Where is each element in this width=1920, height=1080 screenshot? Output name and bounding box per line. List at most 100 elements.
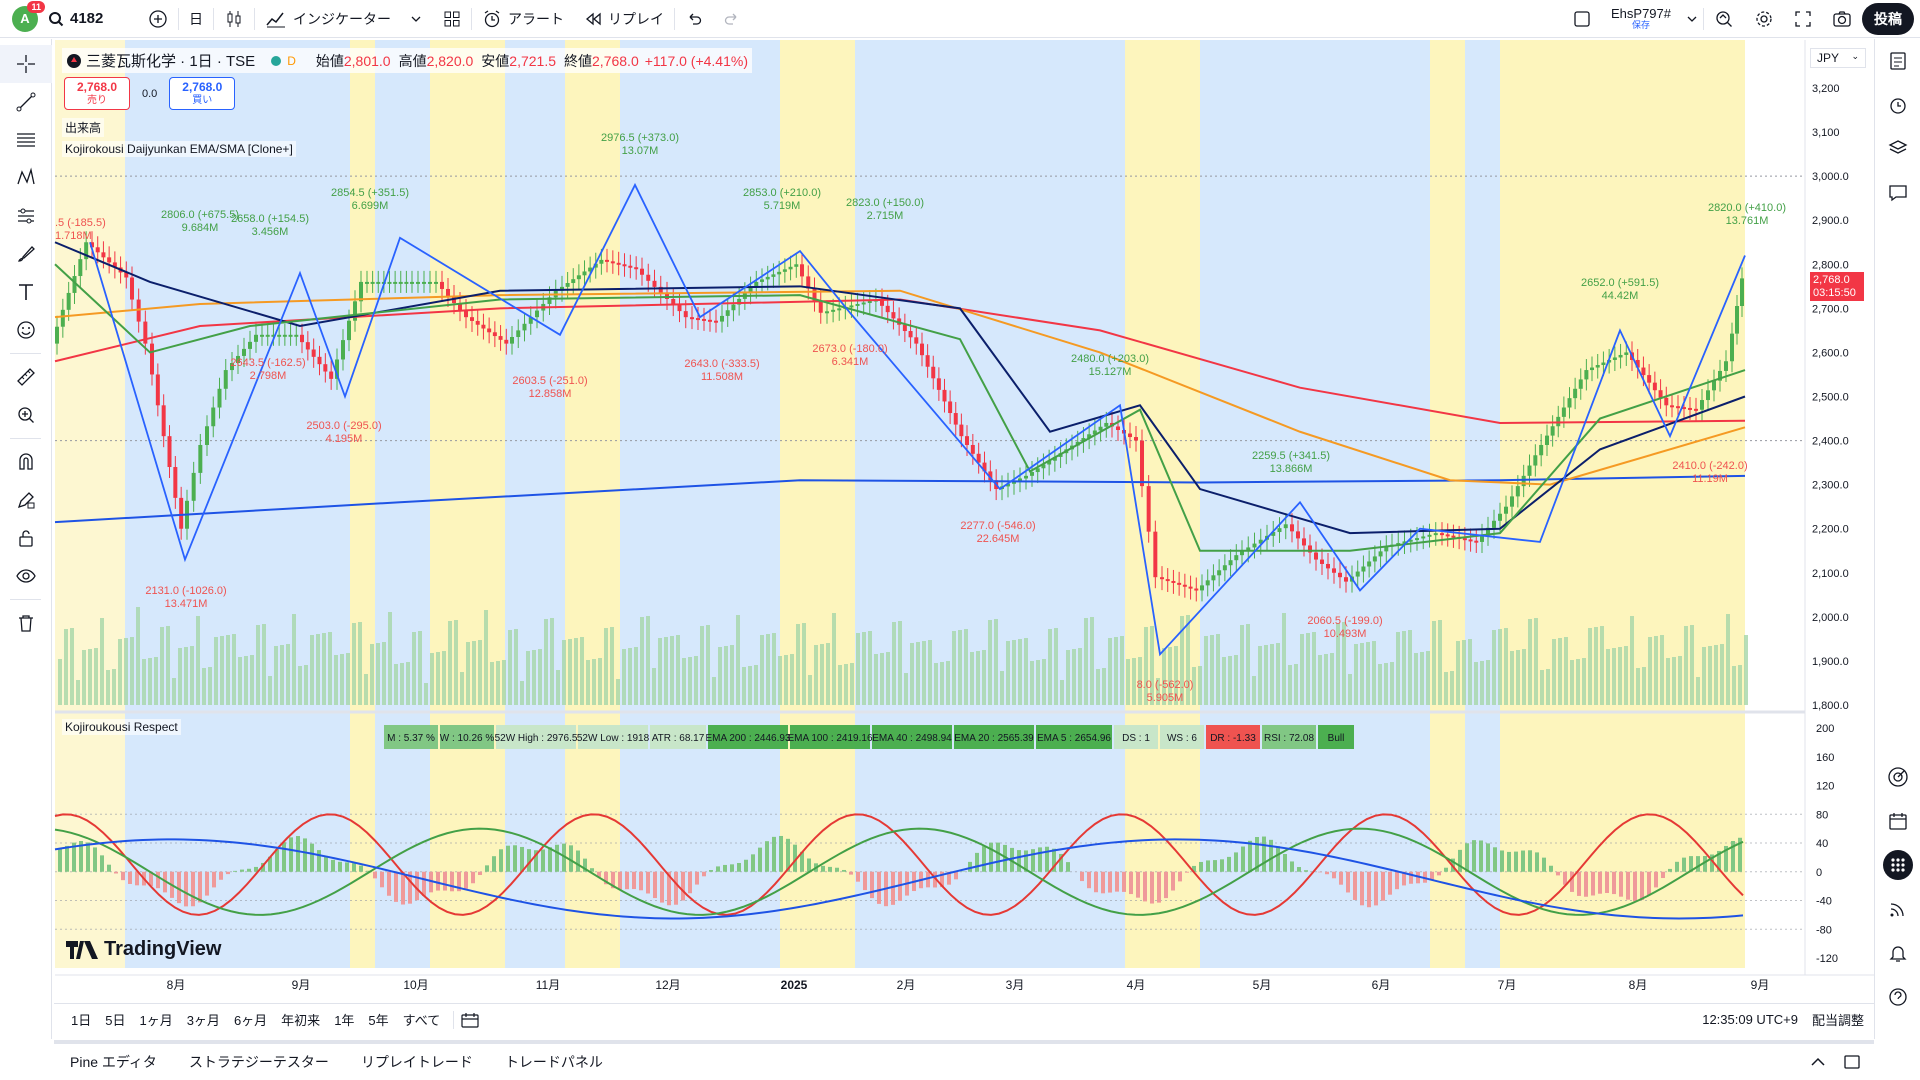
range-6m[interactable]: 6ヶ月 <box>233 1013 268 1028</box>
alerts-panel-button[interactable] <box>1875 83 1920 127</box>
volume-bar <box>1360 643 1364 705</box>
range-ytd[interactable]: 年初来 <box>281 1013 321 1028</box>
help-button[interactable] <box>1875 975 1920 1019</box>
compare-symbol-button[interactable] <box>138 0 178 38</box>
candle-body <box>1670 405 1674 408</box>
layout-dropdown[interactable] <box>1681 0 1703 38</box>
replay-button[interactable]: リプレイ <box>574 0 674 38</box>
products-button[interactable] <box>1875 843 1920 887</box>
candle-body <box>161 405 166 437</box>
candle-body <box>1234 555 1239 561</box>
user-avatar[interactable]: A 11 <box>12 0 45 32</box>
respect-indicator-label[interactable]: Kojiroukousi Respect <box>62 719 181 735</box>
symbol-title[interactable]: 三菱瓦斯化学 · 1日 · TSE <box>86 53 256 70</box>
candle-body <box>634 267 639 270</box>
osc-histogram-bar <box>898 871 902 901</box>
osc-histogram-bar <box>1682 857 1686 872</box>
layout-checkbox[interactable] <box>1563 0 1601 38</box>
sell-button[interactable]: 2,768.0 売り <box>64 77 130 110</box>
adjust-dividends-toggle[interactable]: 配当調整 <box>1811 1013 1864 1028</box>
chats-button[interactable] <box>1875 171 1920 215</box>
redo-button[interactable] <box>713 0 751 38</box>
ideas-button[interactable] <box>1875 755 1920 799</box>
volume-bar <box>1438 620 1442 705</box>
symbol-search-button[interactable]: 4182 <box>38 0 138 38</box>
price-axis-tick: 1,800.0 <box>1812 700 1849 712</box>
pattern-tool[interactable] <box>0 159 52 197</box>
crosshair-tool[interactable] <box>0 45 52 83</box>
clock[interactable]: 12:35:09 UTC+9 <box>1702 1012 1798 1027</box>
publish-button[interactable]: 投稿 <box>1862 2 1914 35</box>
osc-histogram-bar <box>1255 836 1259 872</box>
price-chart[interactable]: 3,2003,1003,000.02,900.02,800.02,700.02,… <box>0 0 1920 1000</box>
candle-body <box>1372 556 1377 562</box>
range-3m[interactable]: 3ヶ月 <box>186 1013 220 1028</box>
chevron-up-icon[interactable] <box>1808 1052 1828 1072</box>
tab-pine-editor[interactable]: Pine エディタ <box>70 1054 157 1070</box>
candle-body <box>1308 545 1312 553</box>
volume-bar <box>754 665 758 705</box>
lock-drawings-tool[interactable] <box>0 519 52 557</box>
indicators-button[interactable]: インジケーター <box>255 0 433 38</box>
fullscreen-button[interactable] <box>1784 0 1822 38</box>
icons-tool[interactable] <box>0 311 52 349</box>
candle-body <box>1584 370 1589 380</box>
calendar-button[interactable] <box>1875 799 1920 843</box>
object-tree-button[interactable] <box>1875 127 1920 171</box>
candle-body <box>481 324 486 329</box>
range-all[interactable]: すべて <box>402 1013 441 1028</box>
buy-button[interactable]: 2,768.0 買い <box>169 77 236 110</box>
goto-date-icon[interactable] <box>460 1011 480 1029</box>
range-1y[interactable]: 1年 <box>334 1013 355 1028</box>
tab-replay-trading[interactable]: リプレイトレード <box>360 1054 473 1070</box>
news-stream-button[interactable] <box>1875 887 1920 931</box>
candle-body <box>1635 359 1640 368</box>
trend-line-tool[interactable] <box>0 83 52 121</box>
range-1d[interactable]: 1日 <box>71 1013 92 1028</box>
range-5y[interactable]: 5年 <box>368 1013 389 1028</box>
layout-menu[interactable]: EhsP797# 保存 <box>1601 0 1681 38</box>
osc-histogram-bar <box>275 849 279 872</box>
tab-strategy-tester[interactable]: ストラテジーテスター <box>188 1054 329 1070</box>
candle-body <box>1006 483 1010 487</box>
measure-tool[interactable] <box>0 358 52 396</box>
chevron-down-icon[interactable] <box>409 12 423 26</box>
ema-indicator-label[interactable]: Kojirokousi Daijyunkan EMA/SMA [Clone+] <box>62 141 296 157</box>
templates-button[interactable] <box>433 0 471 38</box>
quick-search-button[interactable] <box>1704 0 1744 38</box>
volume-bar <box>1318 655 1322 705</box>
magnet-tool[interactable] <box>0 443 52 481</box>
volume-indicator-label[interactable]: 出来高 <box>62 118 105 137</box>
forecast-tool[interactable] <box>0 197 52 235</box>
brush-tool[interactable] <box>0 235 52 273</box>
chart-type-button[interactable] <box>214 0 254 38</box>
osc-histogram-bar <box>1269 839 1273 872</box>
range-1m[interactable]: 1ヶ月 <box>139 1013 173 1028</box>
volume-bar <box>586 660 590 705</box>
volume-bar <box>916 642 920 705</box>
alert-button[interactable]: アラート <box>472 0 574 38</box>
volume-bar <box>340 654 344 705</box>
osc-histogram-bar <box>331 859 335 872</box>
interval-button[interactable]: 日 <box>189 10 203 27</box>
osc-histogram-bar <box>1010 847 1014 872</box>
volume-bar <box>1564 637 1568 705</box>
tab-trading-panel[interactable]: トレードパネル <box>504 1054 603 1070</box>
settings-button[interactable] <box>1744 0 1784 38</box>
hide-drawings-tool[interactable] <box>0 557 52 595</box>
text-tool[interactable] <box>0 273 52 311</box>
volume-bar <box>316 634 320 705</box>
maximize-panel-icon[interactable] <box>1842 1052 1862 1072</box>
zoom-tool[interactable] <box>0 396 52 434</box>
notifications-button[interactable] <box>1875 931 1920 975</box>
remove-drawings-tool[interactable] <box>0 604 52 642</box>
undo-button[interactable] <box>675 0 713 38</box>
snapshot-button[interactable] <box>1822 0 1862 38</box>
volume-bar <box>742 667 746 705</box>
watchlist-button[interactable] <box>1875 39 1920 83</box>
currency-selector[interactable]: JPY ⌄ <box>1810 48 1866 68</box>
range-5d[interactable]: 5日 <box>105 1013 126 1028</box>
fib-tool[interactable] <box>0 121 52 159</box>
stay-drawing-tool[interactable] <box>0 481 52 519</box>
candle-body <box>1081 438 1086 442</box>
